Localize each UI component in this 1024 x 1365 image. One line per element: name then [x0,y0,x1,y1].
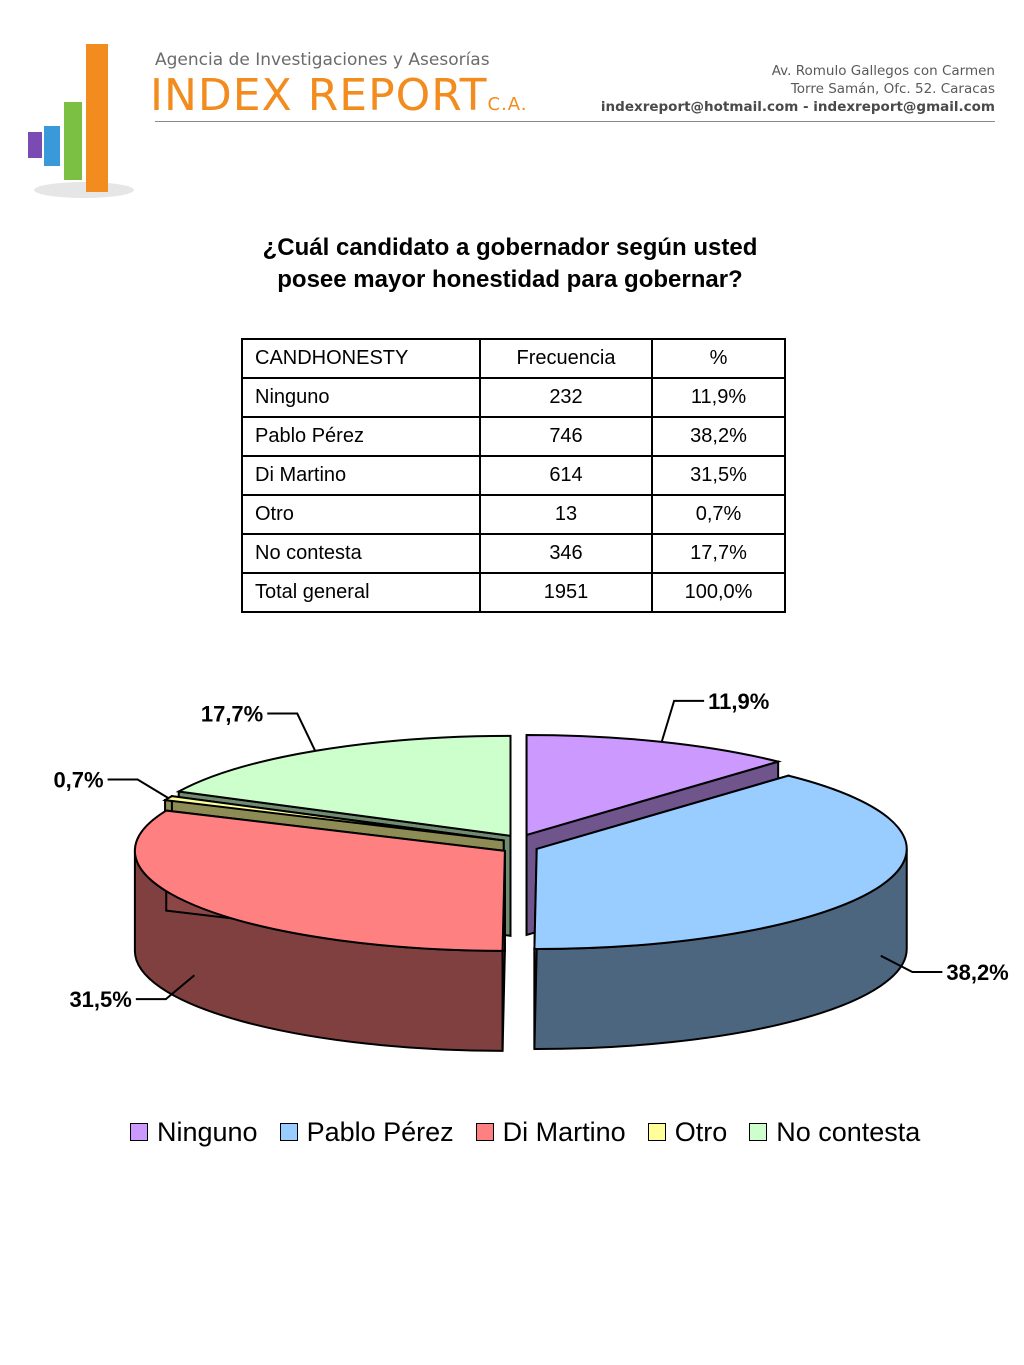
legend-swatch [647,1123,666,1141]
table-header-cell: % [651,338,786,379]
table-row: No contesta 346 17,7% [241,533,786,574]
logo-bar-3 [64,102,82,180]
pie-slice-0 [525,733,782,837]
table-cell: 1951 [479,572,653,613]
survey-question: ¿Cuál candidato a gobernador según usted… [180,232,840,296]
table-total-row: Total general 1951 100,0% [241,572,786,613]
table-cell: Di Martino [241,455,481,496]
legend-item: Pablo Pérez [279,1116,454,1148]
table-cell: Total general [241,572,481,613]
index-report-logo [28,44,134,198]
data-label-leader [267,712,317,752]
logo-bar-4 [86,44,108,192]
table-cell: Ninguno [241,377,481,418]
data-label-4: 17,7% [201,702,263,727]
table-cell: 38,2% [651,416,786,457]
data-label-1: 38,2% [946,960,1008,985]
pie-slice-2 [133,809,506,952]
address-line-1: Av. Romulo Gallegos con Carmen [771,63,995,79]
address-line-2: Torre Samán, Ofc. 52. Caracas [790,81,995,97]
table-header-cell: Frecuencia [479,338,653,379]
table-cell: 31,5% [651,455,786,496]
data-label-leader [107,778,169,799]
table-row: Di Martino 614 31,5% [241,455,786,496]
table-row: Otro 13 0,7% [241,494,786,535]
data-label-leader [880,954,943,973]
header-divider [155,121,995,122]
pie-slice-1 [533,774,908,950]
table-cell: 17,7% [651,533,786,574]
legend-label: Ninguno [157,1116,258,1147]
table-cell: No contesta [241,533,481,574]
data-label-3: 0,7% [53,768,103,793]
table-cell: 100,0% [651,572,786,613]
chart-legend: Ninguno Pablo Pérez Di Martino Otro No conte… [130,1112,960,1152]
table-cell: 614 [479,455,653,496]
question-line-1: ¿Cuál candidato a gobernador según usted [262,234,758,261]
legend-label: Pablo Pérez [306,1116,454,1147]
legend-swatch [130,1123,148,1141]
legend-item: Di Martino [475,1116,626,1148]
legend-swatch [475,1123,494,1141]
legend-item: No contesta [749,1117,920,1148]
table-cell: Pablo Pérez [241,416,481,457]
table-cell: Otro [241,494,481,535]
legend-label: Otro [674,1116,728,1147]
pie-chart: 11,9% 38,2% 31,5% 0,7% 17,7% [53,689,1009,1052]
table-header-cell: CANDHONESTY [241,338,481,379]
question-line-2: posee mayor honestidad para gobernar? [277,266,743,293]
agency-name: Agencia de Investigaciones y Asesorías [155,50,490,70]
contact-emails: indexreport@hotmail.com - indexreport@gm… [600,99,995,115]
table-cell: 0,7% [651,494,786,535]
legend-item: Ninguno [130,1117,258,1148]
legend-swatch [279,1123,298,1141]
legend-label: Di Martino [502,1116,626,1147]
logo-bar-1 [28,132,42,158]
data-label-2: 31,5% [69,987,131,1012]
table-cell: 13 [479,494,653,535]
table-cell: 746 [479,416,653,457]
legend-label: No contesta [776,1116,921,1147]
brand-suffix: C.A. [487,94,528,115]
table-cell: 232 [479,377,653,418]
table-row: Ninguno 232 11,9% [241,377,786,418]
frequency-table: CANDHONESTY Frecuencia % Ninguno 232 11,… [241,338,786,613]
brand-name: INDEX REPORTC.A. [150,70,528,121]
table-row: Pablo Pérez 746 38,2% [241,416,786,457]
brand-title: INDEX REPORT [150,70,488,121]
table-cell: 346 [479,533,653,574]
pie-slice-3 [162,795,504,842]
pie-slice-4 [175,734,512,837]
legend-item: Otro [647,1116,728,1148]
data-label-leader [660,699,705,743]
data-label-leader [135,974,196,1001]
table-cell: 11,9% [651,377,786,418]
logo-bar-2 [44,126,60,166]
table-header-row: CANDHONESTY Frecuencia % [241,338,786,379]
data-label-0: 11,9% [708,689,769,714]
legend-swatch [749,1123,768,1141]
